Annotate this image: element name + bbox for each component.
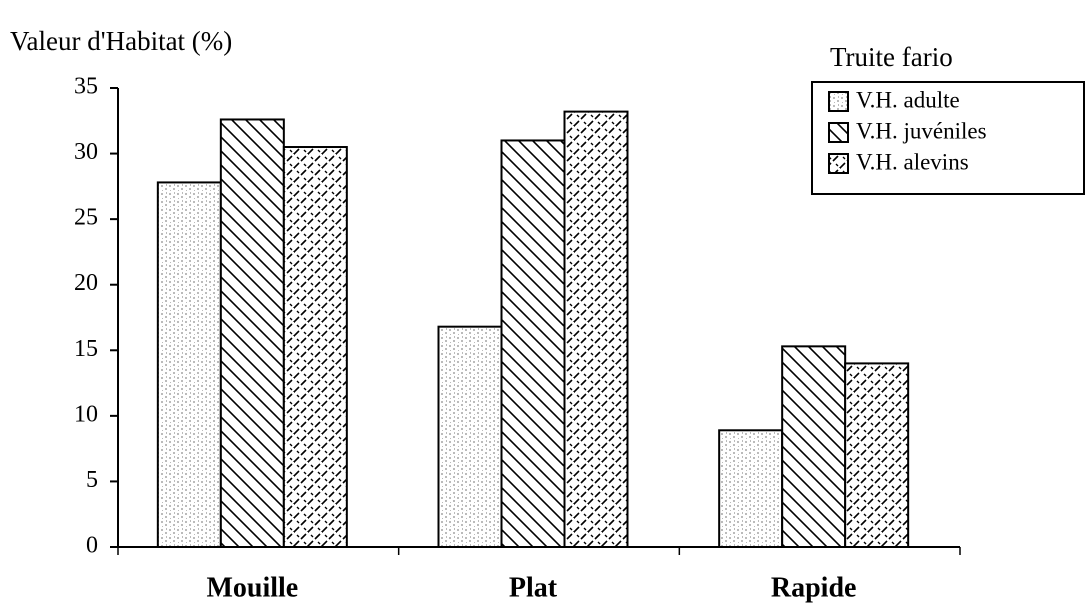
legend-swatch [828,153,849,174]
y-tick-label: 10 [74,401,98,427]
legend-swatch [828,91,849,112]
y-tick-label: 0 [86,533,98,559]
bar [282,146,348,548]
bar [219,118,285,549]
legend-label: V.H. juvéniles [856,118,987,143]
bar [844,362,910,548]
bar [718,429,784,549]
legend-box [811,81,1085,195]
bar [500,139,566,548]
x-tick-label: Plat [509,572,558,603]
legend-label: V.H. adulte [856,87,960,112]
legend-label: V.H. alevins [856,149,969,174]
axis-title: Valeur d'Habitat (%) [10,26,232,56]
y-tick-label: 20 [74,270,98,296]
y-tick-label: 5 [86,467,98,493]
bar [156,181,222,548]
legend-title: Truite fario [830,42,953,72]
bar [563,110,629,548]
y-tick-label: 15 [74,336,98,362]
y-tick-label: 25 [74,205,98,231]
bar [437,325,503,548]
legend-swatch [828,122,849,143]
bar [781,345,847,549]
y-tick-label: 35 [74,74,98,100]
x-tick-label: Mouille [206,572,298,603]
y-tick-label: 30 [74,139,98,165]
x-tick-label: Rapide [771,572,857,603]
